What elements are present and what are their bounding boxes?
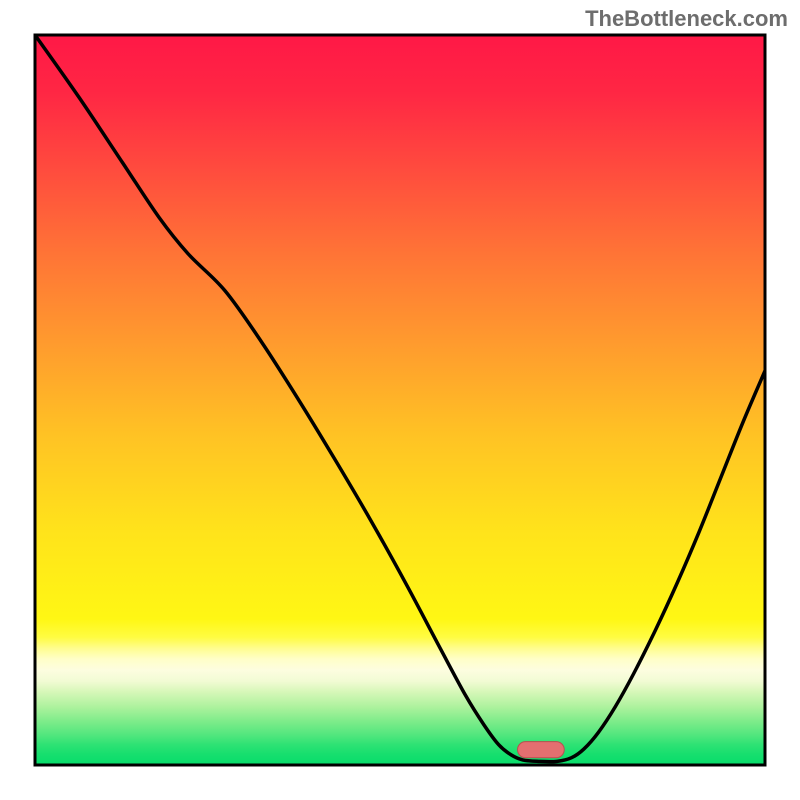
gradient-background [35, 35, 765, 765]
optimal-marker [518, 742, 565, 758]
chart-container: TheBottleneck.com [0, 0, 800, 800]
watermark-label: TheBottleneck.com [585, 6, 788, 32]
bottleneck-plot [0, 0, 800, 800]
